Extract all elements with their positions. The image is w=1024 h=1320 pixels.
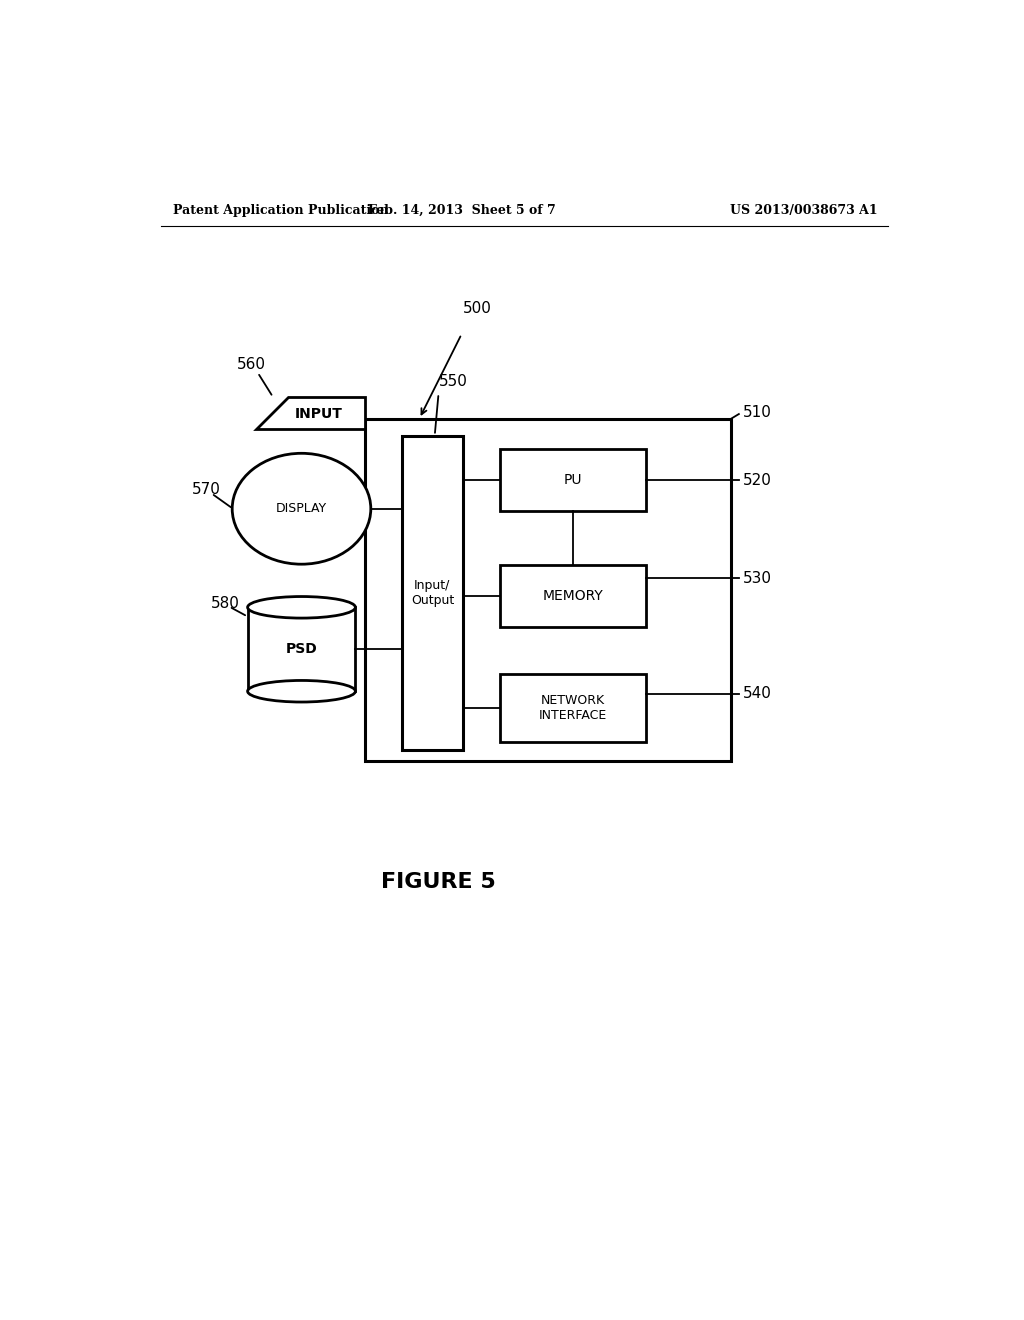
Text: 550: 550 (438, 374, 467, 389)
Ellipse shape (248, 681, 355, 702)
Text: 580: 580 (211, 595, 240, 611)
Text: MEMORY: MEMORY (543, 589, 604, 603)
Text: 530: 530 (742, 570, 772, 586)
Text: INPUT: INPUT (295, 407, 343, 421)
Text: US 2013/0038673 A1: US 2013/0038673 A1 (730, 205, 878, 218)
Bar (500, 675, 646, 742)
Text: 510: 510 (742, 405, 772, 420)
Text: PSD: PSD (286, 642, 317, 656)
Bar (500, 565, 646, 627)
Text: DISPLAY: DISPLAY (275, 502, 327, 515)
Text: Input/
Output: Input/ Output (411, 578, 454, 607)
Bar (248, 607, 355, 692)
Text: 570: 570 (193, 482, 221, 498)
Text: Patent Application Publication: Patent Application Publication (173, 205, 388, 218)
Text: FIGURE 5: FIGURE 5 (381, 873, 496, 892)
Text: 500: 500 (463, 301, 492, 317)
Text: Feb. 14, 2013  Sheet 5 of 7: Feb. 14, 2013 Sheet 5 of 7 (368, 205, 556, 218)
Ellipse shape (232, 453, 371, 564)
Text: 520: 520 (742, 473, 772, 488)
Bar (500, 450, 646, 511)
Bar (401, 436, 463, 750)
Ellipse shape (248, 597, 355, 618)
Text: PU: PU (564, 474, 583, 487)
Text: 540: 540 (742, 686, 772, 701)
Text: 560: 560 (237, 358, 266, 372)
Polygon shape (256, 397, 366, 429)
Bar (366, 418, 731, 760)
Text: NETWORK
INTERFACE: NETWORK INTERFACE (540, 694, 607, 722)
